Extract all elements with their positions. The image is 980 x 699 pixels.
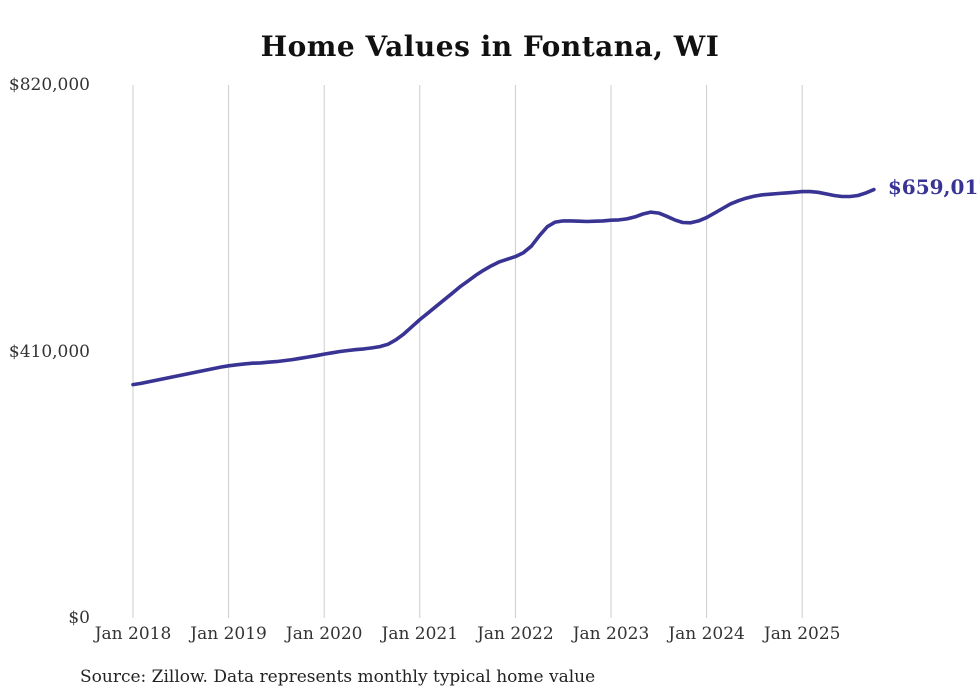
chart-title: Home Values in Fontana, WI [260,30,720,63]
y-tick-label: $410,000 [8,341,90,362]
x-tick-label: Jan 2023 [572,624,650,644]
x-tick-label: Jan 2025 [763,624,841,644]
x-tick-label: Jan 2019 [190,624,267,644]
source-note: Source: Zillow. Data represents monthly … [80,667,596,687]
x-tick-label: Jan 2024 [668,624,745,644]
x-tick-label: Jan 2018 [94,624,172,644]
x-tick-label: Jan 2021 [381,624,459,644]
y-tick-label: $0 [68,608,90,628]
gridlines [132,85,803,618]
latest-value-label: $659,017 [887,174,980,199]
x-tick-label: Jan 2020 [285,624,363,644]
home-value-line [131,187,876,387]
y-tick-label: $820,000 [8,75,90,95]
x-tick-label: Jan 2022 [477,624,554,644]
